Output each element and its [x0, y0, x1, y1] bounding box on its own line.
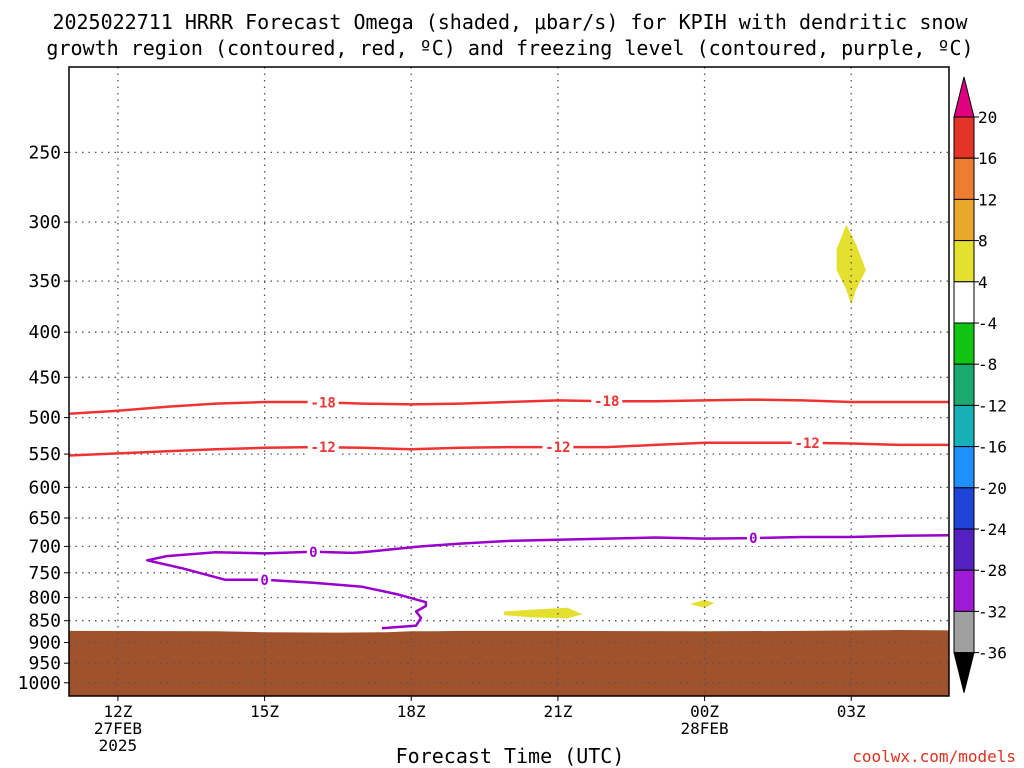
contour-label--12: -12 — [545, 440, 570, 456]
contour-label-layer: -18 -18 -12 -12 -12 0 0 0 — [258, 393, 823, 589]
x-tick-label: 18Z — [397, 702, 426, 721]
colorbar-label--16: -16 — [978, 438, 1007, 457]
contour-label-bg — [591, 393, 623, 410]
colorbar-segment — [953, 487, 975, 530]
colorbar-label-16: 16 — [978, 149, 997, 168]
contour-label-bg — [542, 439, 574, 456]
contour-label-bg — [791, 434, 823, 451]
colorbar-segment — [953, 610, 975, 654]
y-tick-label-250: 250 — [28, 142, 61, 163]
y-tick-label-750: 750 — [28, 563, 61, 584]
colorbar-label--8: -8 — [978, 355, 997, 374]
contour-label--18: -18 — [311, 395, 336, 411]
contour-label--12: -12 — [311, 440, 336, 456]
contour-label-bg — [306, 543, 320, 560]
chart-title-line2: growth region (contoured, red, ºC) and f… — [46, 36, 973, 60]
colorbar-label-12: 12 — [978, 190, 997, 209]
colorbar-segment — [953, 569, 975, 612]
x-tick-label: 28FEB — [681, 719, 729, 738]
y-tick-label-850: 850 — [28, 611, 61, 632]
x-tick-label: 21Z — [543, 702, 572, 721]
contour-line--18 — [69, 398, 949, 416]
contour-layer — [69, 398, 949, 630]
x-tick-label: 27FEB — [94, 719, 142, 738]
colorbar-label--32: -32 — [978, 602, 1007, 621]
x-tick-label: 03Z — [837, 702, 866, 721]
y-tick-label-350: 350 — [28, 271, 61, 292]
colorbar-label-4: 4 — [978, 273, 988, 292]
colorbar-top-arrow — [953, 76, 975, 118]
colorbar-segment — [953, 198, 975, 242]
contour-label-bg — [746, 530, 760, 547]
colorbar-label-20: 20 — [978, 108, 997, 127]
colorbar-label--28: -28 — [978, 561, 1007, 580]
y-tick-label-1000: 1000 — [18, 673, 61, 694]
y-tick-label-950: 950 — [28, 653, 61, 674]
colorbar-label-8: 8 — [978, 232, 988, 251]
y-tick-label-700: 700 — [28, 536, 61, 557]
omega-shade-area-2 — [504, 607, 583, 619]
contour-label-bg — [307, 439, 339, 456]
colorbar-label--12: -12 — [978, 396, 1007, 415]
y-tick-label-900: 900 — [28, 633, 61, 654]
colorbar-label--4: -4 — [978, 314, 997, 333]
y-tick-label-650: 650 — [28, 508, 61, 529]
colorbar: 20 16 12 8 4 -4 -8 -12 -16 -20 -24 -28 -32 -36 — [953, 76, 1007, 693]
contour-label-bg — [258, 571, 272, 588]
colorbar-label--36: -36 — [978, 644, 1007, 663]
contour-label-0: 0 — [309, 545, 317, 561]
colorbar-label--24: -24 — [978, 520, 1007, 539]
x-tick-label: 15Z — [250, 702, 279, 721]
contour-line-0 — [145, 534, 949, 630]
colorbar-label--20: -20 — [978, 479, 1007, 498]
contour-label--18: -18 — [594, 394, 619, 410]
contour-label-0: 0 — [260, 573, 268, 589]
y-tick-label-300: 300 — [28, 212, 61, 233]
y-tick-label-800: 800 — [28, 588, 61, 609]
colorbar-bottom-arrow — [953, 652, 975, 693]
colorbar-segment — [953, 322, 975, 365]
omega-shade-area-1 — [836, 224, 866, 305]
colorbar-segment — [953, 281, 975, 324]
y-tick-label-450: 450 — [28, 367, 61, 388]
y-tick-label-400: 400 — [28, 322, 61, 343]
contour-label-bg — [307, 394, 339, 411]
x-axis-label: Forecast Time (UTC) — [396, 744, 625, 768]
plot-frame — [68, 66, 950, 697]
colorbar-segment — [953, 404, 975, 448]
colorbar-segment — [953, 528, 975, 571]
chart-title-line1: 2025022711 HRRR Forecast Omega (shaded, … — [52, 10, 968, 34]
omega-shade-area-3 — [689, 599, 715, 608]
contour-label--12: -12 — [795, 436, 820, 452]
x-tick-label: 00Z — [690, 702, 719, 721]
omega-shade-layer — [504, 224, 866, 619]
y-tick-label-550: 550 — [28, 444, 61, 465]
terrain-layer — [69, 630, 949, 696]
credit-text: coolwx.com/models — [852, 747, 1016, 766]
x-tick-label: 12Z — [103, 702, 132, 721]
colorbar-segment — [953, 363, 975, 406]
gridlines — [69, 67, 949, 696]
y-tick-label-600: 600 — [28, 477, 61, 498]
colorbar-segment — [953, 116, 975, 159]
y-axis: 2503003504004505005506006507007508008509… — [18, 142, 69, 694]
colorbar-segment — [953, 157, 975, 200]
contour-label-0: 0 — [749, 531, 757, 547]
x-tick-label: 2025 — [99, 736, 138, 755]
colorbar-segment — [953, 240, 975, 283]
y-tick-label-500: 500 — [28, 408, 61, 429]
terrain-fill — [69, 630, 949, 696]
colorbar-segment — [953, 446, 975, 489]
